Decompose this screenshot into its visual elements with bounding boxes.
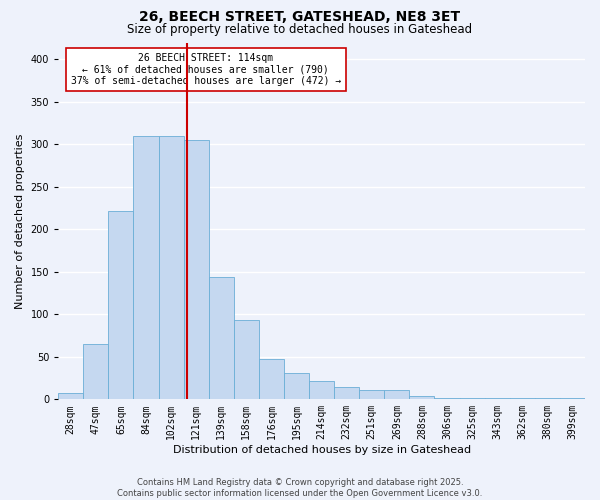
Bar [133,136,158,400]
Bar [83,344,109,400]
Bar [209,277,234,400]
X-axis label: Distribution of detached houses by size in Gateshead: Distribution of detached houses by size … [173,445,470,455]
Bar [560,398,585,400]
Bar [359,390,385,400]
Bar [309,380,334,400]
Bar [434,398,460,400]
Text: Contains HM Land Registry data © Crown copyright and database right 2025.
Contai: Contains HM Land Registry data © Crown c… [118,478,482,498]
Bar [234,320,259,400]
Text: 26 BEECH STREET: 114sqm
← 61% of detached houses are smaller (790)
37% of semi-d: 26 BEECH STREET: 114sqm ← 61% of detache… [71,53,341,86]
Bar [184,140,209,400]
Bar [409,396,434,400]
Bar [485,398,510,400]
Bar [158,136,184,400]
Bar [284,373,309,400]
Bar [334,386,359,400]
Bar [385,390,409,400]
Bar [535,398,560,400]
Bar [510,398,535,400]
Text: Size of property relative to detached houses in Gateshead: Size of property relative to detached ho… [127,22,473,36]
Text: 26, BEECH STREET, GATESHEAD, NE8 3ET: 26, BEECH STREET, GATESHEAD, NE8 3ET [139,10,461,24]
Bar [259,358,284,400]
Y-axis label: Number of detached properties: Number of detached properties [15,133,25,308]
Bar [58,392,83,400]
Bar [460,398,485,400]
Bar [109,210,133,400]
